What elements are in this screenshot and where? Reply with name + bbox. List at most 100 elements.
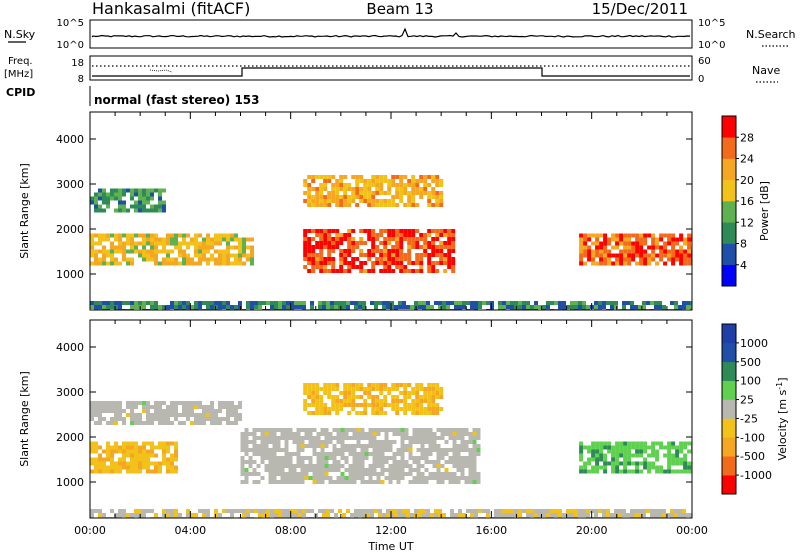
data-cell xyxy=(546,509,550,513)
data-cell xyxy=(399,241,404,245)
data-cell xyxy=(194,513,198,517)
data-cell xyxy=(244,480,249,484)
data-cell xyxy=(375,245,380,249)
data-cell xyxy=(443,233,448,237)
data-cell xyxy=(478,305,482,309)
data-cell xyxy=(460,476,465,480)
nsky-label: N.Sky xyxy=(4,28,36,41)
data-cell xyxy=(595,469,600,474)
data-cell xyxy=(392,440,397,444)
data-cell xyxy=(340,432,345,436)
data-cell xyxy=(250,301,254,305)
data-cell xyxy=(360,444,365,448)
data-cell xyxy=(418,509,422,513)
data-cell xyxy=(332,460,337,464)
data-cell xyxy=(311,411,316,415)
data-cell xyxy=(126,513,130,517)
data-cell xyxy=(270,305,274,309)
data-cell xyxy=(498,301,502,305)
data-cell xyxy=(166,457,170,462)
data-cell xyxy=(98,237,102,242)
data-cell xyxy=(371,191,376,195)
data-cell xyxy=(150,461,154,466)
data-cell xyxy=(595,261,600,266)
data-cell xyxy=(431,249,436,253)
data-cell xyxy=(451,249,456,253)
data-cell xyxy=(451,233,456,237)
data-cell xyxy=(420,480,425,484)
data-cell xyxy=(591,253,596,258)
data-cell xyxy=(360,464,365,468)
data-cell xyxy=(351,399,356,403)
data-cell xyxy=(579,249,584,254)
data-cell xyxy=(579,237,584,242)
data-cell xyxy=(234,305,238,309)
data-cell xyxy=(222,261,226,266)
data-cell xyxy=(272,480,277,484)
data-cell xyxy=(439,203,444,207)
data-cell xyxy=(327,195,332,199)
data-cell xyxy=(347,199,352,203)
data-cell xyxy=(110,457,114,462)
data-cell xyxy=(347,391,352,395)
data-cell xyxy=(595,245,600,250)
data-cell xyxy=(343,203,348,207)
data-cell xyxy=(90,405,94,409)
data-cell xyxy=(679,233,684,238)
data-cell xyxy=(202,409,206,413)
data-cell xyxy=(380,452,385,456)
data-cell xyxy=(603,445,608,450)
data-cell xyxy=(476,480,481,484)
data-cell xyxy=(296,480,301,484)
colorbar-tick-label: -100 xyxy=(740,431,765,444)
data-cell xyxy=(416,436,421,440)
data-cell xyxy=(254,301,258,305)
data-cell xyxy=(315,257,320,261)
data-cell xyxy=(450,301,454,305)
data-cell xyxy=(170,233,174,238)
data-cell xyxy=(643,257,648,262)
data-cell xyxy=(603,253,608,258)
data-cell xyxy=(272,456,277,460)
data-cell xyxy=(667,469,672,474)
data-cell xyxy=(423,249,428,253)
data-cell xyxy=(355,203,360,207)
data-cell xyxy=(554,509,558,513)
data-cell xyxy=(615,461,620,466)
data-cell xyxy=(615,237,620,242)
data-cell xyxy=(339,391,344,395)
data-cell xyxy=(118,241,122,246)
data-cell xyxy=(599,445,604,450)
data-cell xyxy=(319,269,324,273)
data-cell xyxy=(355,183,360,187)
data-cell xyxy=(404,444,409,448)
data-cell xyxy=(395,195,400,199)
data-cell xyxy=(586,509,590,513)
data-cell xyxy=(379,179,384,183)
data-cell xyxy=(303,245,308,249)
data-cell xyxy=(439,179,444,183)
data-cell xyxy=(106,301,110,305)
data-cell xyxy=(98,196,102,201)
data-cell xyxy=(426,305,430,309)
data-cell xyxy=(226,233,230,238)
data-cell xyxy=(367,191,372,195)
data-cell xyxy=(384,436,389,440)
data-cell xyxy=(384,468,389,472)
data-cell xyxy=(448,448,453,452)
data-cell xyxy=(320,460,325,464)
data-cell xyxy=(603,261,608,266)
data-cell xyxy=(118,204,122,209)
data-cell xyxy=(615,233,620,238)
data-cell xyxy=(607,249,612,254)
data-cell xyxy=(671,453,676,458)
data-cell xyxy=(300,436,305,440)
data-cell xyxy=(603,237,608,242)
data-cell xyxy=(110,257,114,262)
data-cell xyxy=(404,448,409,452)
data-cell xyxy=(452,456,457,460)
data-cell xyxy=(114,461,118,466)
data-cell xyxy=(387,233,392,237)
data-cell xyxy=(379,203,384,207)
data-cell xyxy=(303,229,308,233)
